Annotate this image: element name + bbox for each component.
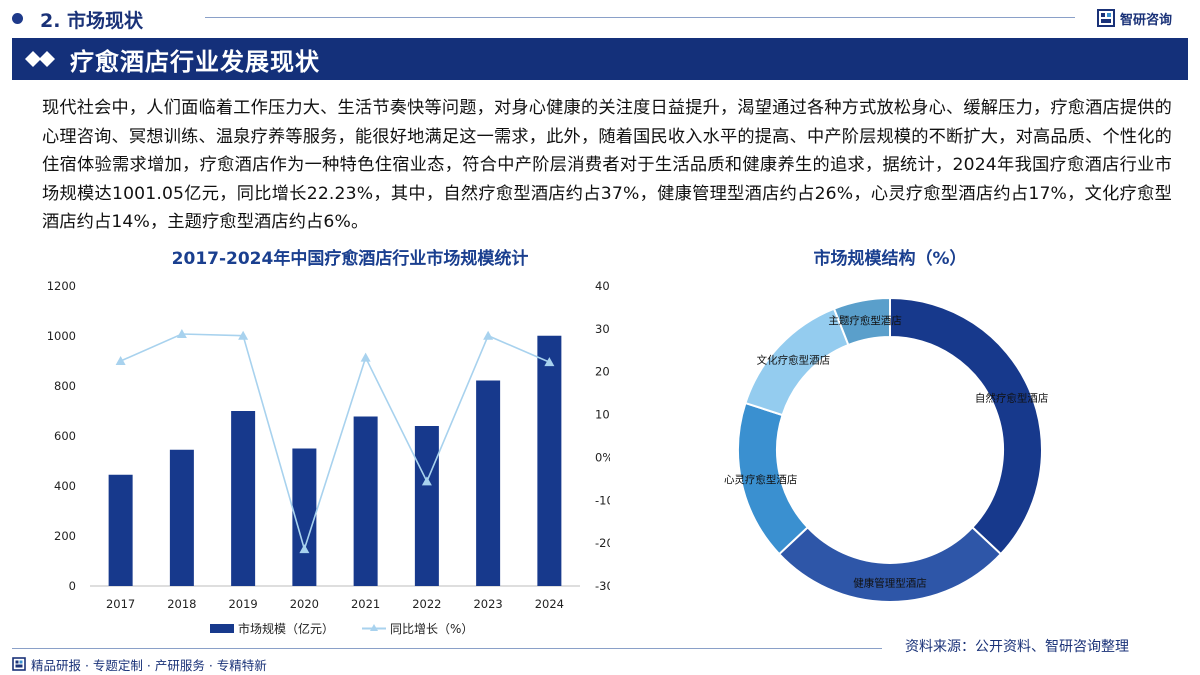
y-right-tick-label: -30% xyxy=(595,579,610,593)
bar-market-size xyxy=(537,335,562,586)
growth-rate-point xyxy=(483,330,494,340)
donut-slice-label: 文化疗愈型酒店 xyxy=(757,353,831,366)
y-right-tick-label: 10% xyxy=(595,408,610,422)
bar-market-size xyxy=(292,448,317,586)
section-title: 2. 市场现状 xyxy=(40,10,144,32)
legend-label-growth: 同比增长（%） xyxy=(390,622,473,636)
growth-rate-point xyxy=(421,476,432,486)
bar-market-size xyxy=(108,474,133,586)
bar-market-size xyxy=(169,449,194,586)
legend-marker-growth xyxy=(370,624,378,631)
bar-line-chart: 0 200 400 600 800 1000 1200 -30% -20% -10% 0% 10% 2… xyxy=(47,279,610,636)
growth-rate-point xyxy=(176,329,187,338)
y-left-tick-label: 0 xyxy=(69,579,76,593)
y-left-tick-label: 1000 xyxy=(47,329,76,343)
brand-logo-text: 智研咨询 xyxy=(1120,12,1173,28)
donut-slice-label: 自然疗愈型酒店 xyxy=(975,391,1049,404)
bar-market-size xyxy=(414,426,439,586)
footer-divider xyxy=(12,648,882,649)
footer-slogan-text: 精品研报 · 专题定制 · 产研服务 · 专精特新 xyxy=(31,657,267,673)
footer-logo-icon xyxy=(12,657,26,671)
title-banner: 疗愈酒店行业发展现状 xyxy=(12,38,1188,80)
brand-logo-icon xyxy=(1097,9,1115,27)
y-right-tick-label: 0% xyxy=(595,450,610,464)
bar-chart-title: 2017-2024年中国疗愈酒店行业市场规模统计 xyxy=(171,249,529,269)
y-left-tick-label: 1200 xyxy=(47,279,76,293)
bar-market-size xyxy=(353,416,378,586)
y-left-tick-label: 600 xyxy=(54,429,76,443)
growth-rate-line xyxy=(120,333,550,552)
legend-label-market-size: 市场规模（亿元） xyxy=(238,621,334,636)
bar-market-size xyxy=(231,411,256,586)
x-tick-label: 2024 xyxy=(535,597,564,611)
x-tick-label: 2022 xyxy=(412,597,441,611)
brand-logo: 智研咨询 xyxy=(1096,6,1172,30)
x-tick-label: 2021 xyxy=(351,597,380,611)
section-bullet-icon xyxy=(12,13,23,24)
intro-paragraph: 现代社会中，人们面临着工作压力大、生活节奏快等问题，对身心健康的关注度日益提升，… xyxy=(42,98,1172,233)
y-right-tick-label: 40% xyxy=(595,279,610,293)
page-title: 疗愈酒店行业发展现状 xyxy=(70,47,320,76)
donut-chart-title: 市场规模结构（%） xyxy=(813,249,967,269)
y-right-tick-label: -10% xyxy=(595,493,610,507)
top-bar: 2. 市场现状 智研咨询 xyxy=(0,0,1200,38)
donut-slice-label: 主题疗愈型酒店 xyxy=(828,314,902,327)
y-left-tick-label: 800 xyxy=(54,379,76,393)
donut-slice-label: 心灵疗愈型酒店 xyxy=(724,473,798,486)
donut-slice xyxy=(889,296,1043,556)
growth-rate-point xyxy=(238,330,249,340)
growth-rate-point xyxy=(115,356,126,365)
donut-slice xyxy=(832,296,891,347)
y-right-tick-label: -20% xyxy=(595,536,610,550)
donut-slice-label: 健康管理型酒店 xyxy=(853,577,927,590)
growth-rate-point xyxy=(360,352,371,362)
x-tick-label: 2017 xyxy=(106,597,135,611)
y-left-tick-label: 200 xyxy=(54,529,76,543)
donut-slice xyxy=(777,525,1003,603)
y-left-tick-label: 400 xyxy=(54,479,76,493)
growth-rate-point xyxy=(299,544,310,554)
x-tick-label: 2019 xyxy=(228,597,257,611)
source-note: 资料来源：公开资料、智研咨询整理 xyxy=(905,639,1129,655)
x-tick-label: 2020 xyxy=(290,597,319,611)
y-right-tick-label: 30% xyxy=(595,322,610,336)
x-tick-label: 2018 xyxy=(167,597,196,611)
diamond-icon xyxy=(25,51,55,67)
x-tick-label: 2023 xyxy=(473,597,502,611)
footer-slogan: 精品研报 · 专题定制 · 产研服务 · 专精特新 xyxy=(12,656,267,673)
bar-market-size xyxy=(476,380,501,586)
legend-swatch-market-size xyxy=(210,624,234,633)
y-right-tick-label: 20% xyxy=(595,365,610,379)
growth-rate-point xyxy=(544,357,555,367)
header-divider xyxy=(205,17,1075,18)
